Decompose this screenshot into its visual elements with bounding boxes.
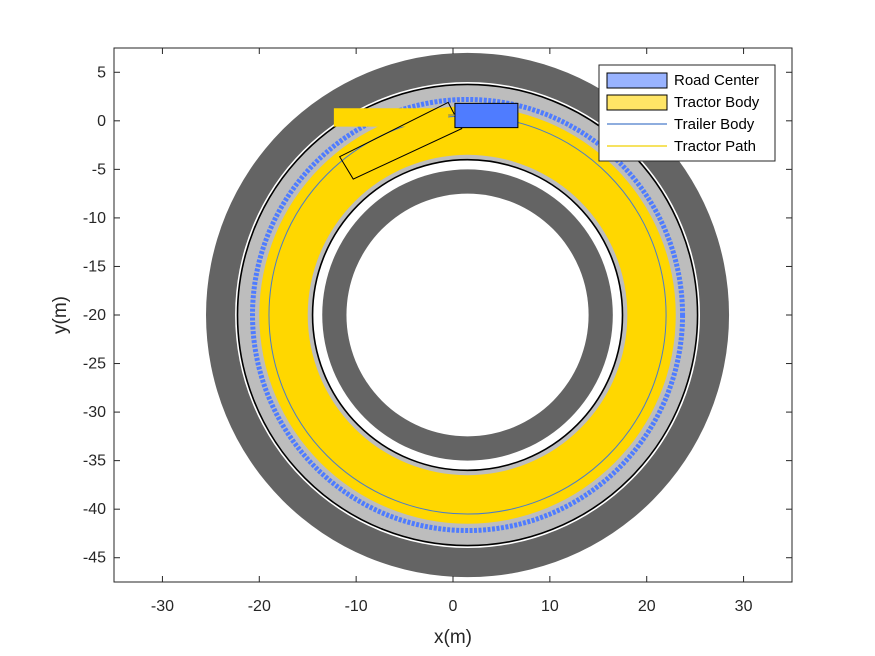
y-tick-label: -30 xyxy=(83,404,106,421)
legend-swatch-road-center xyxy=(606,72,668,89)
axis-ticks: -30 -20 -10 0 10 20 30 5 0 -5 -10 -15 -20 -25 -30 -35 -4… xyxy=(83,48,792,615)
y-axis-label: y(m) xyxy=(50,296,71,334)
legend: Road Center Tractor Body Trailer Body Tract… xyxy=(598,64,776,162)
y-tick-label: -25 xyxy=(83,356,106,373)
y-tick-label: 5 xyxy=(97,64,106,81)
x-tick-label: 0 xyxy=(449,598,458,615)
y-tick-label: -10 xyxy=(83,210,106,227)
legend-label-trailer-body: Trailer Body xyxy=(674,116,755,133)
x-tick-label: -20 xyxy=(248,598,271,615)
y-tick-label: -40 xyxy=(83,501,106,518)
y-tick-label: -45 xyxy=(83,550,106,567)
road-center-band xyxy=(250,96,686,534)
x-tick-label: 20 xyxy=(638,598,656,615)
y-tick-label: -15 xyxy=(83,258,106,275)
plot-area xyxy=(206,52,730,578)
y-tick-label: -5 xyxy=(92,161,106,178)
x-tick-label: -30 xyxy=(151,598,174,615)
legend-label-tractor-body: Tractor Body xyxy=(674,94,760,111)
tractor-swept-start-patch xyxy=(333,108,449,127)
legend-label-road-center: Road Center xyxy=(674,72,759,89)
y-tick-label: 0 xyxy=(97,113,106,130)
tractor-body xyxy=(454,102,519,129)
legend-swatch-tractor-body xyxy=(606,94,668,111)
legend-label-tractor-path: Tractor Path xyxy=(674,138,756,155)
x-tick-label: 30 xyxy=(735,598,753,615)
center-island xyxy=(346,193,589,437)
y-tick-label: -20 xyxy=(83,307,106,324)
x-tick-label: 10 xyxy=(541,598,559,615)
y-tick-label: -35 xyxy=(83,453,106,470)
x-tick-label: -10 xyxy=(345,598,368,615)
x-axis-label: x(m) xyxy=(434,627,472,648)
